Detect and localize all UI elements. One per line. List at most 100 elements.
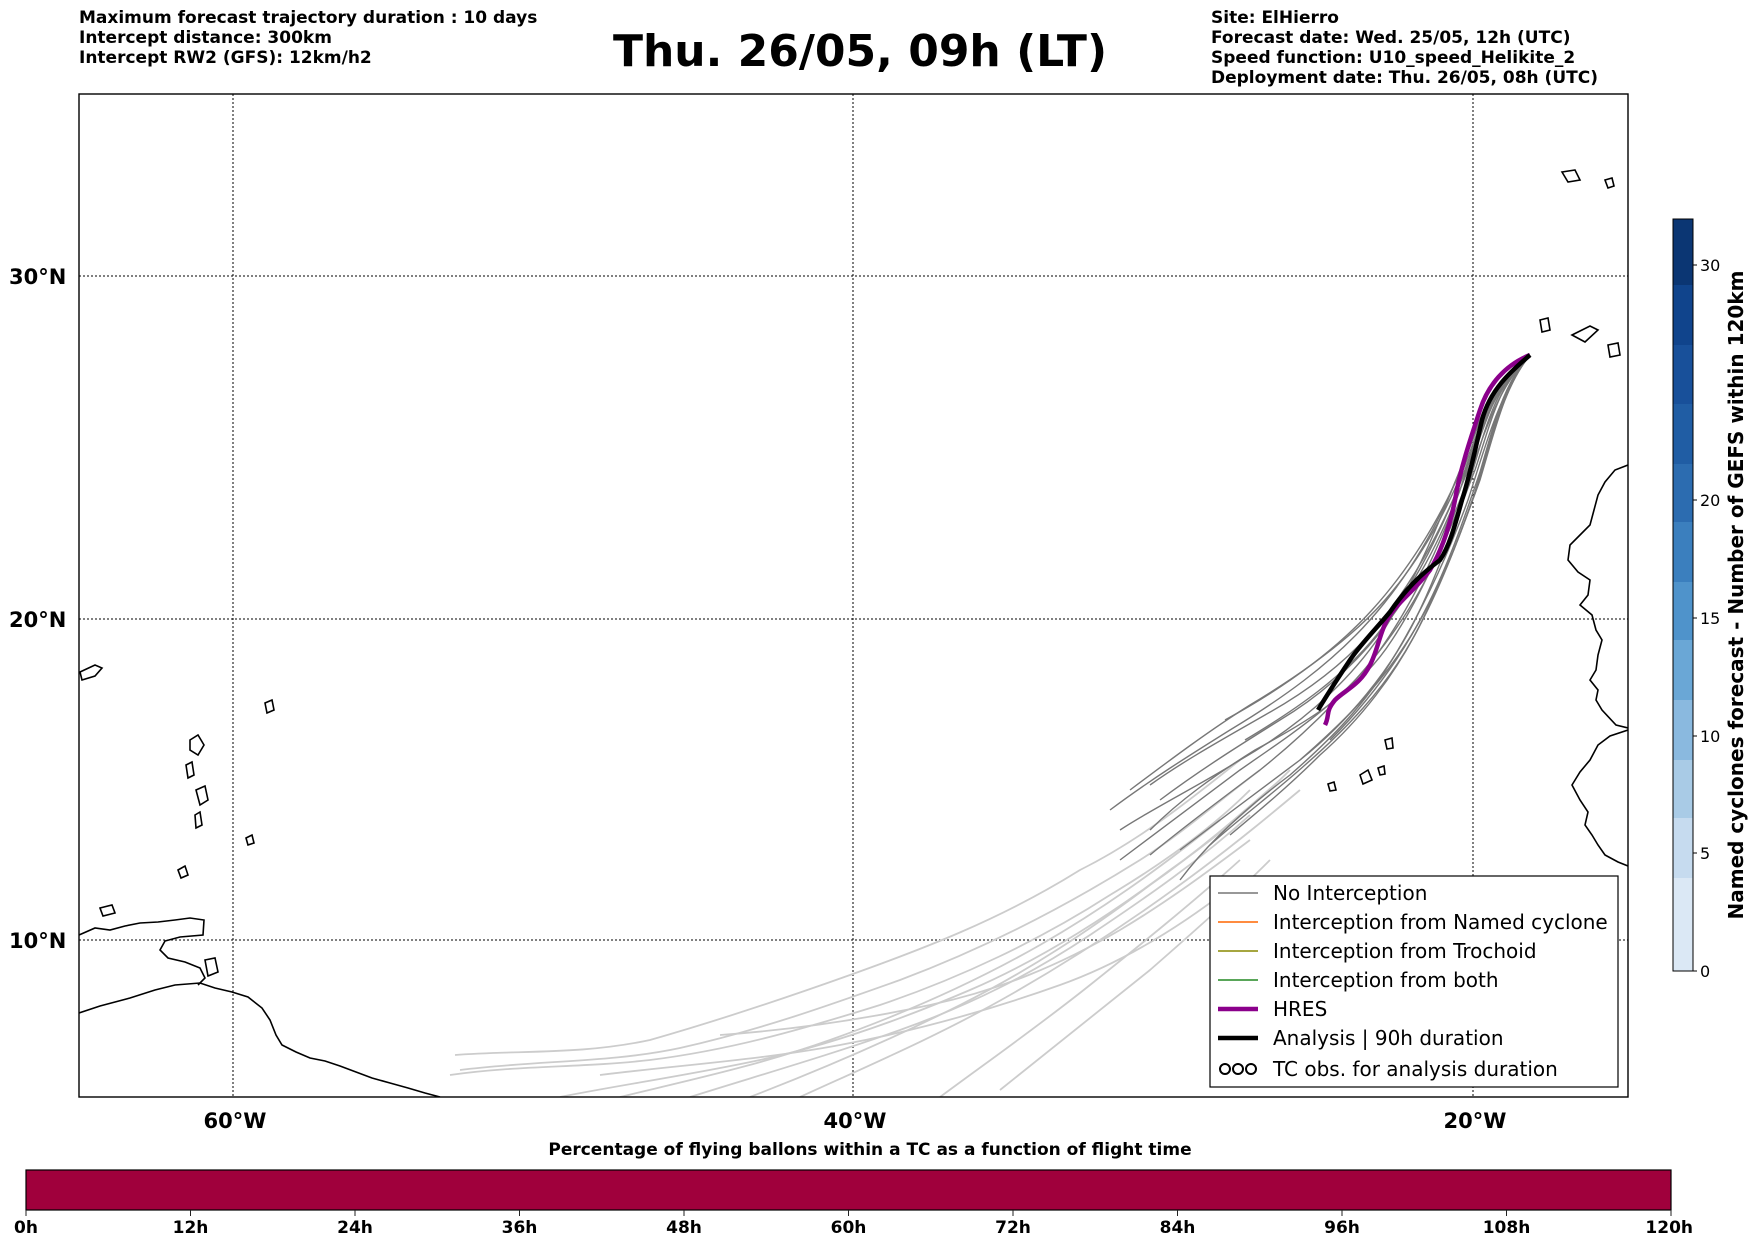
caribbean-islands-7 — [245, 833, 255, 847]
cb-tick-5: 5 — [1700, 844, 1710, 863]
speed-function-text: Speed function: U10_speed_Helikite_2 — [1211, 48, 1576, 68]
percentage-bar-title: Percentage of flying ballons within a TC… — [548, 1140, 1192, 1160]
hres-track — [1322, 352, 1531, 727]
pbar-tick-120h: 120h — [1645, 1218, 1693, 1238]
cb-tick-15: 15 — [1700, 609, 1720, 628]
lat-label-30n: 30°N — [9, 265, 66, 289]
cb-tick-10: 10 — [1700, 727, 1720, 746]
gefs-track — [1179, 354, 1531, 881]
caribbean-islands-9 — [79, 664, 104, 682]
madeira — [1603, 177, 1615, 190]
cb-band-0 — [1673, 878, 1693, 971]
max-duration-text: Maximum forecast trajectory duration : 1… — [79, 8, 538, 28]
analysis-track — [1316, 353, 1532, 712]
caribbean-islands-4 — [195, 784, 209, 807]
pbar-tick-0h: 0h — [14, 1218, 38, 1238]
cb-band-2 — [1673, 760, 1693, 818]
gefs-track — [1149, 354, 1531, 831]
senegal-coast — [1571, 729, 1628, 867]
percentage-bar-fill — [25, 1169, 1672, 1211]
pbar-tick-60h: 60h — [831, 1218, 867, 1238]
caribbean-islands-2 — [189, 733, 205, 757]
cb-band-7 — [1673, 464, 1693, 522]
early-track — [619, 819, 1221, 1097]
early-track — [719, 839, 1251, 1036]
header-left-info: Maximum forecast trajectory duration : 1… — [79, 8, 537, 68]
gefs-track — [1244, 354, 1531, 741]
page-title: Thu. 26/05, 09h (LT) — [612, 26, 1108, 77]
caribbean-islands-5 — [194, 810, 203, 830]
cb-band-9 — [1673, 345, 1693, 404]
legend-label-tc-obs: TC obs. for analysis duration — [1272, 1057, 1558, 1081]
cb-band-1 — [1673, 818, 1693, 878]
site-text: Site: ElHierro — [1211, 8, 1339, 28]
percentage-bar: 0h 12h 24h 36h 48h 60h 72h 84h 96h 108h … — [14, 1169, 1693, 1238]
pbar-tick-24h: 24h — [337, 1218, 373, 1238]
pbar-tick-108h: 108h — [1483, 1218, 1531, 1238]
lat-label-10n: 10°N — [9, 929, 66, 953]
venezuela-coast — [79, 917, 206, 986]
cb-band-10 — [1673, 285, 1693, 345]
no-interception-tracks — [1109, 354, 1531, 881]
africa-coast — [1567, 464, 1628, 729]
cb-ticks — [1693, 264, 1697, 972]
intercept-distance-text: Intercept distance: 300km — [79, 28, 332, 48]
cape-verde-islands — [1327, 736, 1394, 792]
coastlines — [79, 169, 1628, 1097]
deployment-date-text: Deployment date: Thu. 26/05, 08h (UTC) — [1211, 68, 1598, 88]
colorbar-label: Named cyclones forecast - Number of GEFS… — [1724, 271, 1748, 920]
early-track — [559, 769, 1291, 1097]
cb-tick-0: 0 — [1700, 962, 1710, 981]
early-track — [749, 779, 1281, 1097]
legend: No Interception Interception from Named … — [1209, 875, 1619, 1088]
gefs-track — [1229, 354, 1531, 836]
early-tracks — [449, 759, 1301, 1097]
trajectories — [449, 352, 1532, 1097]
early-track — [454, 759, 1241, 1056]
caribbean-islands-8 — [264, 698, 275, 715]
early-track — [799, 789, 1301, 1097]
pbar-tick-12h: 12h — [173, 1218, 209, 1238]
legend-label-hres: HRES — [1273, 997, 1327, 1021]
map-frame — [78, 93, 1629, 1098]
cb-band-4 — [1673, 640, 1693, 700]
legend-label-both: Interception from both — [1273, 968, 1499, 992]
cb-band-6 — [1673, 522, 1693, 582]
lon-label-40w: 40°W — [824, 1109, 887, 1133]
pbar-tick-96h: 96h — [1324, 1218, 1360, 1238]
gefs-track — [1329, 354, 1531, 741]
legend-label-named-cyclone: Interception from Named cyclone — [1273, 910, 1608, 934]
forecast-date-text: Forecast date: Wed. 25/05, 12h (UTC) — [1211, 28, 1571, 48]
early-track — [599, 879, 1241, 1076]
cb-band-11 — [1673, 219, 1693, 285]
caribbean-islands-3 — [185, 760, 195, 780]
pbar-tick-84h: 84h — [1160, 1218, 1196, 1238]
trinidad — [204, 957, 219, 978]
pbar-tick-72h: 72h — [995, 1218, 1031, 1238]
lat-label-20n: 20°N — [9, 608, 66, 632]
gefs-track — [1299, 354, 1531, 761]
lon-label-60w: 60°W — [204, 1109, 267, 1133]
caribbean-islands-1 — [98, 904, 117, 917]
intercept-rw2-text: Intercept RW2 (GFS): 12km/h2 — [79, 48, 372, 68]
gridlines — [79, 94, 1628, 1097]
cb-frame — [1672, 218, 1694, 972]
lon-label-20w: 20°W — [1444, 1109, 1507, 1133]
tc-symbol-icon — [1219, 1063, 1257, 1075]
early-track — [459, 769, 1261, 1071]
cyclone-colorbar: 0 5 10 15 20 30 Named cyclones forecast … — [1672, 218, 1748, 981]
gefs-track — [1129, 354, 1531, 791]
south-america-coast — [79, 982, 441, 1097]
caribbean-islands-6 — [177, 864, 189, 880]
gefs-track — [1119, 354, 1531, 831]
cb-tick-20: 20 — [1700, 491, 1720, 510]
pbar-tick-36h: 36h — [502, 1218, 538, 1238]
cb-band-5 — [1673, 582, 1693, 640]
cb-band-3 — [1673, 700, 1693, 760]
legend-label-analysis: Analysis | 90h duration — [1273, 1026, 1504, 1050]
legend-box — [1209, 875, 1619, 1088]
canary-islands — [1539, 169, 1621, 358]
cb-band-8 — [1673, 404, 1693, 464]
cb-tick-30: 30 — [1700, 256, 1720, 275]
